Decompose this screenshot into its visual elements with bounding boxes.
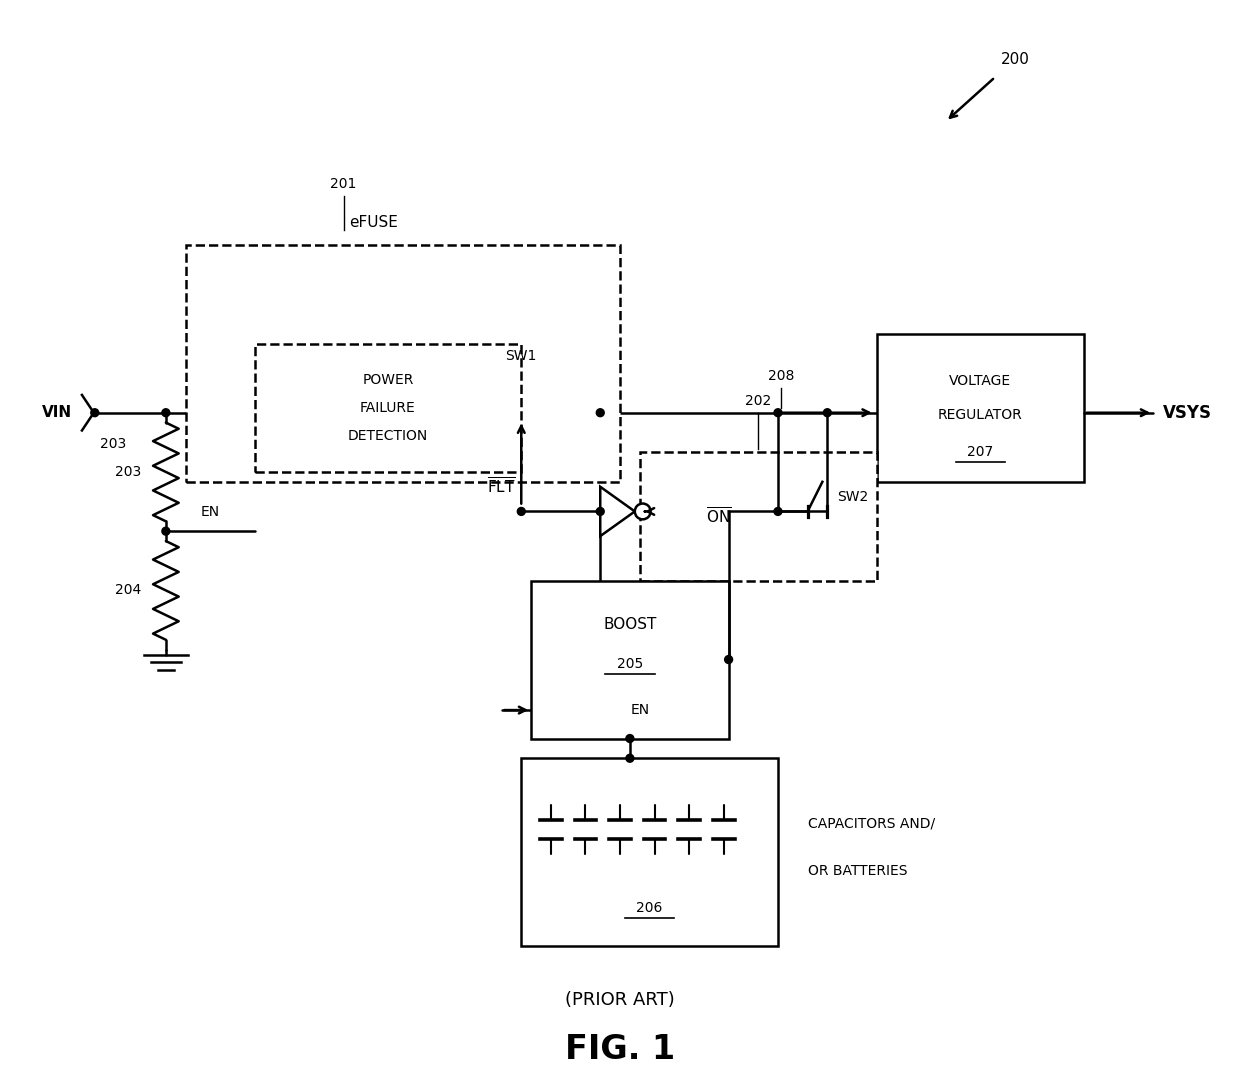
Text: BOOST: BOOST — [603, 618, 656, 633]
Bar — [877, 334, 1084, 482]
Circle shape — [635, 504, 651, 519]
Bar — [531, 580, 729, 739]
Circle shape — [724, 656, 733, 663]
Text: FAILURE: FAILURE — [360, 400, 415, 415]
Text: REGULATOR: REGULATOR — [937, 408, 1023, 422]
Text: 202: 202 — [745, 394, 771, 408]
Circle shape — [162, 527, 170, 535]
Text: EN: EN — [630, 703, 650, 717]
Bar — [640, 452, 877, 580]
Circle shape — [774, 409, 782, 417]
Circle shape — [162, 409, 170, 417]
Text: EN: EN — [201, 505, 219, 519]
Text: 206: 206 — [636, 901, 663, 915]
Text: FIG. 1: FIG. 1 — [565, 1033, 675, 1066]
Circle shape — [626, 734, 634, 743]
Text: SW1: SW1 — [506, 349, 537, 363]
Text: 207: 207 — [967, 445, 993, 459]
Text: VOLTAGE: VOLTAGE — [950, 374, 1012, 388]
Bar — [186, 244, 620, 482]
Text: eFUSE: eFUSE — [348, 215, 398, 230]
Bar — [521, 758, 777, 946]
Circle shape — [626, 754, 634, 763]
Circle shape — [774, 507, 782, 515]
Text: 203: 203 — [99, 437, 126, 452]
Text: 208: 208 — [768, 369, 794, 383]
Circle shape — [596, 409, 604, 417]
Text: 203: 203 — [115, 465, 141, 479]
Text: OR BATTERIES: OR BATTERIES — [807, 864, 908, 878]
Bar — [254, 344, 521, 472]
Text: SW2: SW2 — [837, 490, 868, 504]
Circle shape — [517, 507, 526, 515]
Text: $\overline{\mathrm{FLT}}$: $\overline{\mathrm{FLT}}$ — [487, 477, 516, 496]
Text: 201: 201 — [330, 177, 357, 191]
Text: (PRIOR ART): (PRIOR ART) — [565, 991, 675, 1009]
Text: $\overline{\mathrm{ON}}$: $\overline{\mathrm{ON}}$ — [706, 506, 732, 527]
Circle shape — [596, 507, 604, 515]
Circle shape — [91, 409, 99, 417]
Text: VIN: VIN — [42, 405, 72, 420]
Circle shape — [823, 409, 831, 417]
Text: 205: 205 — [616, 657, 644, 671]
Text: CAPACITORS AND/: CAPACITORS AND/ — [807, 817, 935, 831]
Text: VSYS: VSYS — [1163, 404, 1211, 422]
Polygon shape — [600, 487, 635, 536]
Text: DETECTION: DETECTION — [348, 429, 428, 443]
Text: 200: 200 — [1001, 52, 1029, 68]
Text: 204: 204 — [115, 584, 141, 598]
Text: POWER: POWER — [362, 372, 414, 386]
